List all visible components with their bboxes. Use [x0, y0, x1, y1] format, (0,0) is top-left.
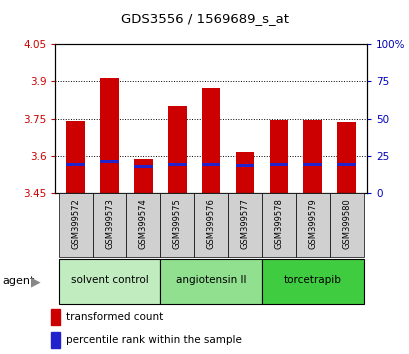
Bar [134, 160, 152, 193]
Text: GSM399573: GSM399573 [105, 198, 114, 249]
Bar [235, 164, 254, 167]
Bar [168, 106, 186, 193]
Text: agent: agent [2, 276, 34, 286]
Text: GDS3556 / 1569689_s_at: GDS3556 / 1569689_s_at [121, 12, 288, 25]
Bar [58, 193, 92, 257]
Bar [303, 163, 321, 166]
Text: ▶: ▶ [31, 275, 41, 288]
Bar [295, 193, 329, 257]
Bar [227, 193, 261, 257]
Text: GSM399580: GSM399580 [341, 198, 350, 249]
Bar [51, 309, 60, 325]
Bar [168, 163, 186, 166]
Bar [235, 152, 254, 193]
Bar [58, 259, 160, 304]
Text: solvent control: solvent control [70, 275, 148, 285]
Text: GSM399576: GSM399576 [206, 198, 215, 249]
Bar [329, 193, 363, 257]
Text: torcetrapib: torcetrapib [283, 275, 341, 285]
Bar [66, 121, 85, 193]
Bar [201, 88, 220, 193]
Bar [100, 78, 119, 193]
Bar [269, 120, 288, 193]
Bar [194, 193, 227, 257]
Bar [134, 165, 152, 169]
Bar [126, 193, 160, 257]
Bar [201, 163, 220, 166]
Bar [92, 193, 126, 257]
Bar [261, 259, 363, 304]
Bar [160, 193, 194, 257]
Bar [100, 160, 119, 164]
Text: GSM399572: GSM399572 [71, 198, 80, 249]
Bar [160, 259, 261, 304]
Bar [303, 120, 321, 193]
Bar [261, 193, 295, 257]
Bar [337, 122, 355, 193]
Text: GSM399579: GSM399579 [308, 198, 317, 249]
Text: angiotensin II: angiotensin II [175, 275, 246, 285]
Text: GSM399577: GSM399577 [240, 198, 249, 249]
Bar [51, 332, 60, 348]
Text: transformed count: transformed count [66, 312, 163, 322]
Text: GSM399575: GSM399575 [172, 198, 181, 249]
Text: percentile rank within the sample: percentile rank within the sample [66, 335, 242, 345]
Text: GSM399574: GSM399574 [139, 198, 148, 249]
Text: GSM399578: GSM399578 [274, 198, 283, 249]
Bar [66, 163, 85, 166]
Bar [337, 163, 355, 166]
Bar [269, 163, 288, 166]
